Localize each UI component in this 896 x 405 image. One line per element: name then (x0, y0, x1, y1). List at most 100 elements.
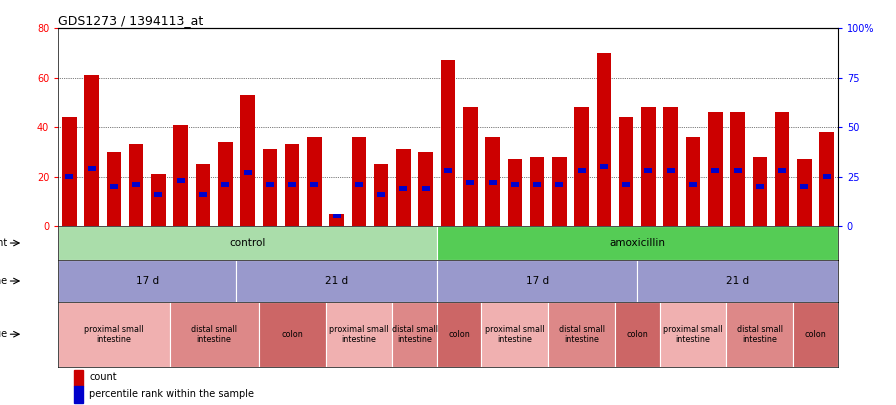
Bar (259, 302, 325, 367)
Bar (62, 117, 77, 226)
Bar (775, 112, 789, 226)
Text: agent: agent (0, 238, 7, 248)
Bar (778, 168, 786, 173)
Bar (600, 164, 607, 169)
Bar (511, 182, 519, 187)
Bar (481, 302, 548, 367)
Bar (377, 192, 385, 196)
Bar (422, 186, 430, 191)
Bar (533, 182, 541, 187)
Bar (169, 302, 259, 367)
Bar (266, 182, 274, 187)
Bar (734, 168, 742, 173)
Bar (437, 260, 637, 302)
Bar (107, 152, 121, 226)
Bar (708, 112, 722, 226)
Bar (151, 174, 166, 226)
Text: percentile rank within the sample: percentile rank within the sample (90, 389, 254, 399)
Bar (552, 157, 566, 226)
Bar (374, 164, 389, 226)
Bar (437, 226, 838, 260)
Bar (637, 260, 838, 302)
Bar (88, 166, 96, 171)
Bar (615, 302, 659, 367)
Bar (240, 95, 254, 226)
Bar (819, 132, 834, 226)
Bar (263, 149, 277, 226)
Bar (597, 53, 611, 226)
Text: 21 d: 21 d (726, 276, 749, 286)
Bar (685, 137, 701, 226)
Bar (84, 75, 99, 226)
Bar (73, 386, 83, 403)
Bar (659, 302, 727, 367)
Bar (396, 149, 410, 226)
Text: control: control (229, 238, 266, 248)
Bar (418, 152, 433, 226)
Text: distal small
intestine: distal small intestine (558, 324, 605, 344)
Text: distal small
intestine: distal small intestine (191, 324, 237, 344)
Bar (689, 182, 697, 187)
Bar (110, 184, 118, 189)
Bar (289, 182, 296, 187)
Bar (325, 302, 392, 367)
Bar (73, 369, 83, 386)
Text: colon: colon (448, 330, 470, 339)
Bar (727, 302, 793, 367)
Bar (355, 182, 363, 187)
Text: proximal small
intestine: proximal small intestine (329, 324, 389, 344)
Bar (486, 137, 500, 226)
Bar (530, 157, 545, 226)
Bar (823, 174, 831, 179)
Bar (667, 168, 675, 173)
Bar (488, 180, 496, 185)
Text: proximal small
intestine: proximal small intestine (485, 324, 545, 344)
Bar (797, 159, 812, 226)
Text: time: time (0, 276, 7, 286)
Bar (622, 182, 630, 187)
Bar (644, 168, 652, 173)
Text: 17 d: 17 d (136, 276, 159, 286)
Text: amoxicillin: amoxicillin (609, 238, 666, 248)
Text: distal small
intestine: distal small intestine (392, 324, 437, 344)
Text: colon: colon (805, 330, 826, 339)
Bar (177, 178, 185, 183)
Text: 17 d: 17 d (526, 276, 548, 286)
Bar (619, 117, 633, 226)
Text: 21 d: 21 d (325, 276, 349, 286)
Bar (437, 302, 481, 367)
Bar (310, 182, 318, 187)
Text: count: count (90, 372, 117, 382)
Bar (548, 302, 615, 367)
Bar (58, 260, 237, 302)
Bar (578, 168, 586, 173)
Bar (195, 164, 211, 226)
Bar (330, 213, 344, 226)
Bar (444, 168, 452, 173)
Bar (753, 157, 767, 226)
Bar (285, 145, 299, 226)
Bar (199, 192, 207, 196)
Bar (642, 107, 656, 226)
Bar (793, 302, 838, 367)
Text: GDS1273 / 1394113_at: GDS1273 / 1394113_at (58, 14, 203, 27)
Text: distal small
intestine: distal small intestine (737, 324, 783, 344)
Text: tissue: tissue (0, 329, 7, 339)
Bar (133, 182, 140, 187)
Bar (800, 184, 808, 189)
Text: colon: colon (281, 330, 303, 339)
Bar (392, 302, 437, 367)
Text: proximal small
intestine: proximal small intestine (84, 324, 143, 344)
Bar (174, 125, 188, 226)
Bar (58, 302, 169, 367)
Bar (730, 112, 745, 226)
Bar (218, 142, 233, 226)
Bar (400, 186, 408, 191)
Bar (58, 226, 437, 260)
Bar (237, 260, 437, 302)
Bar (65, 174, 73, 179)
Bar (574, 107, 589, 226)
Bar (244, 171, 252, 175)
Bar (756, 184, 763, 189)
Text: colon: colon (626, 330, 648, 339)
